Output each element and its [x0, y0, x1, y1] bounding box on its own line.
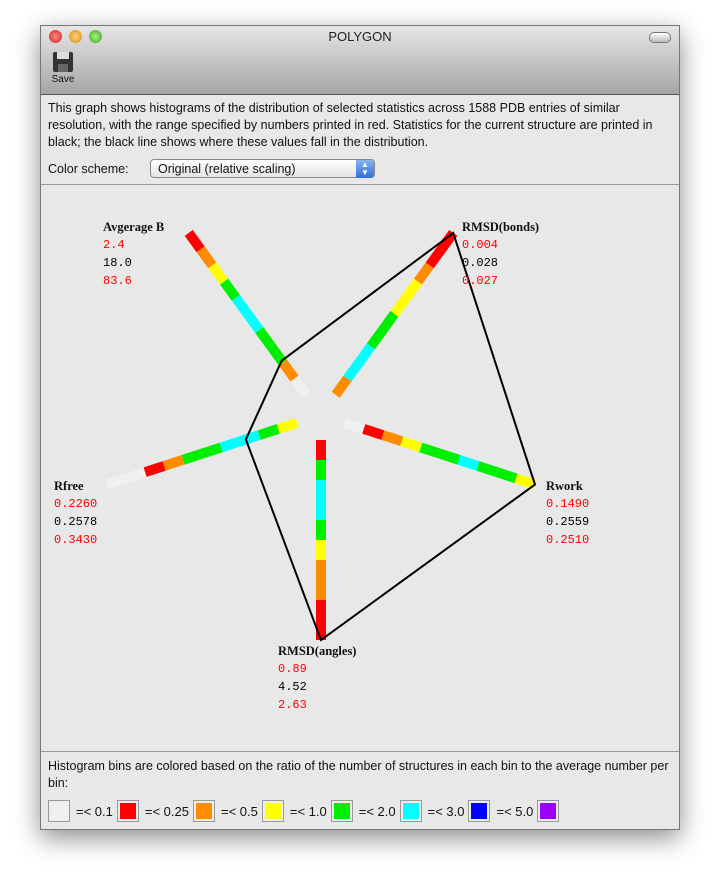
- histogram-bin: [231, 294, 252, 317]
- legend-swatch: [116, 800, 139, 822]
- histogram-bin: [438, 448, 461, 465]
- current-structure-polygon: [244, 231, 537, 642]
- histogram-bin: [402, 278, 423, 301]
- histogram-bin: [162, 455, 185, 471]
- zoom-button[interactable]: [89, 30, 102, 43]
- histogram-bin: [290, 375, 311, 398]
- color-scheme-select[interactable]: Original (relative scaling) ▲ ▼: [150, 159, 375, 178]
- histogram-bin: [105, 473, 128, 490]
- histogram-bin: [243, 310, 264, 333]
- histogram-bin: [200, 442, 223, 459]
- histogram-bin: [255, 327, 276, 350]
- close-button[interactable]: [49, 30, 62, 43]
- histogram-bin: [400, 436, 423, 453]
- histogram-bin: [381, 430, 404, 447]
- legend-swatch: [330, 800, 353, 822]
- histogram-bin: [514, 473, 537, 490]
- legend-label: =< 2.0: [358, 803, 396, 819]
- floppy-disk-icon: [53, 52, 73, 72]
- histogram-bin: [266, 343, 287, 366]
- histogram-bin: [257, 424, 280, 440]
- polygon-chart: Avgerage B 2.4 18.0 83.6 RMSD(bonds) 0.004 0.0…: [41, 189, 679, 752]
- axis-current-value: 0.2578: [54, 515, 98, 529]
- histogram-bin: [238, 430, 261, 447]
- histogram-bin: [476, 461, 499, 477]
- description-panel: This graph shows histograms of the distr…: [41, 95, 679, 185]
- histogram-bin: [278, 359, 299, 382]
- histogram-bin: [184, 230, 205, 253]
- axis-max-value: 0.3430: [54, 533, 98, 547]
- legend-label: =< 1.0: [289, 803, 327, 819]
- axis-min-value: 0.1490: [546, 497, 590, 511]
- histogram-bin: [457, 455, 480, 471]
- histogram-bin: [355, 343, 376, 366]
- save-button[interactable]: Save: [49, 52, 77, 85]
- histogram-bin: [495, 467, 518, 484]
- axis-current-value: 4.52: [278, 680, 307, 694]
- histogram-bin: [378, 310, 399, 333]
- axis-label: RMSD(angles): [278, 644, 357, 658]
- minimize-button[interactable]: [69, 30, 82, 43]
- axis-max-value: 0.2510: [546, 533, 590, 547]
- legend-text: Histogram bins are colored based on the …: [48, 759, 669, 790]
- histogram-bin: [390, 294, 411, 317]
- histogram-bin: [196, 246, 217, 269]
- axis-min-value: 0.004: [462, 238, 499, 252]
- histogram-bin: [366, 327, 387, 350]
- axis-label: RMSD(bonds): [462, 220, 540, 234]
- histogram-bin: [276, 417, 299, 434]
- legend-label: =< 0.25: [144, 803, 189, 819]
- axis-min-value: 2.4: [103, 238, 125, 252]
- polygon-svg: [105, 230, 537, 642]
- legend-label: =< 3.0: [427, 803, 465, 819]
- save-label: Save: [51, 74, 75, 85]
- legend-label: =< 0.5: [220, 803, 258, 819]
- legend-swatch: [537, 800, 560, 822]
- legend-label: =< 5.0: [496, 803, 534, 819]
- legend-panel: Histogram bins are colored based on the …: [41, 752, 679, 828]
- axis-label: Rfree: [54, 479, 84, 493]
- legend-swatch: [468, 800, 491, 822]
- axis-current-value: 0.2559: [546, 515, 590, 529]
- histogram-bin: [343, 417, 366, 434]
- axis-label: Rwork: [546, 479, 583, 493]
- histogram-bin: [143, 461, 166, 477]
- legend-swatch: [48, 800, 70, 822]
- legend-swatch: [192, 800, 215, 822]
- color-scheme-value: Original (relative scaling): [158, 162, 296, 176]
- axis-max-value: 2.63: [278, 698, 307, 712]
- color-scheme-label: Color scheme:: [48, 162, 129, 176]
- legend-swatch: [399, 800, 422, 822]
- histogram-bin: [343, 359, 364, 382]
- axis-max-value: 0.027: [462, 274, 499, 288]
- polygon-window: POLYGON Save This graph shows histograms…: [40, 25, 680, 830]
- select-arrows-icon: ▲ ▼: [356, 160, 374, 178]
- axis-current-value: 0.028: [462, 256, 499, 270]
- description-text: This graph shows histograms of the distr…: [48, 101, 653, 149]
- histogram-bin: [362, 424, 385, 440]
- histogram-bin: [124, 467, 147, 484]
- histogram-bin: [208, 262, 229, 285]
- axis-max-value: 83.6: [103, 274, 132, 288]
- axis-min-value: 0.2260: [54, 497, 98, 511]
- histogram-bin: [331, 375, 352, 398]
- axis-current-value: 18.0: [103, 256, 132, 270]
- legend-swatch: [261, 800, 284, 822]
- legend-row: =< 0.1 =< 0.25 =< 0.5 =< 1.0 =< 2.0 =< 3.0 =< …: [48, 800, 672, 822]
- histogram-bin: [181, 448, 204, 465]
- histogram-bin: [425, 246, 446, 269]
- toolbar-toggle-button[interactable]: [649, 32, 671, 43]
- axis-label: Avgerage B: [103, 220, 165, 234]
- title-bar: POLYGON Save: [41, 26, 679, 95]
- legend-label: =< 0.1: [76, 803, 113, 819]
- histogram-bin: [219, 436, 242, 453]
- window-title: POLYGON: [328, 29, 392, 44]
- histogram-bin: [413, 262, 434, 285]
- histogram-bin: [419, 442, 442, 459]
- axis-min-value: 0.89: [278, 662, 307, 676]
- histogram-bin: [219, 278, 240, 301]
